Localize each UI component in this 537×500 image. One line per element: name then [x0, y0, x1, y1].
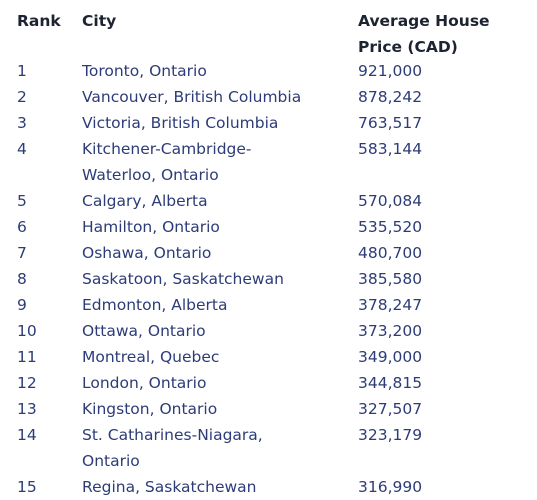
city-cell: Oshawa, Ontario	[82, 240, 347, 266]
table-body: 1 Toronto, Ontario 921,000 2 Vancouver, …	[0, 58, 537, 500]
price-cell: 385,580	[358, 266, 422, 292]
table-row: 5 Calgary, Alberta 570,084	[0, 188, 537, 214]
table-row: 13 Kingston, Ontario 327,507	[0, 396, 537, 422]
rank-cell: 2	[17, 84, 27, 110]
rank-cell: 12	[17, 370, 37, 396]
header-price-line2: Price (CAD)	[358, 38, 458, 56]
price-cell: 878,242	[358, 84, 422, 110]
rank-cell: 7	[17, 240, 27, 266]
price-cell: 327,507	[358, 396, 422, 422]
price-cell: 316,990	[358, 474, 422, 500]
table-row: 6 Hamilton, Ontario 535,520	[0, 214, 537, 240]
table-row: 2 Vancouver, British Columbia 878,242	[0, 84, 537, 110]
table-row: 12 London, Ontario 344,815	[0, 370, 537, 396]
table-row: 9 Edmonton, Alberta 378,247	[0, 292, 537, 318]
rank-cell: 9	[17, 292, 27, 318]
table-row: 3 Victoria, British Columbia 763,517	[0, 110, 537, 136]
price-cell: 373,200	[358, 318, 422, 344]
table-header: Rank City Average House Price (CAD)	[0, 0, 537, 58]
city-line1: Kitchener-Cambridge-	[82, 140, 252, 158]
price-cell: 535,520	[358, 214, 422, 240]
price-cell: 921,000	[358, 58, 422, 84]
city-cell: Ottawa, Ontario	[82, 318, 347, 344]
price-cell: 583,144	[358, 136, 422, 162]
house-price-table: Rank City Average House Price (CAD) 1 To…	[0, 0, 537, 58]
city-cell: Hamilton, Ontario	[82, 214, 347, 240]
city-cell: Toronto, Ontario	[82, 58, 347, 84]
city-cell: Victoria, British Columbia	[82, 110, 347, 136]
city-cell: Regina, Saskatchewan	[82, 474, 347, 500]
rank-cell: 15	[17, 474, 37, 500]
table-row: 11 Montreal, Quebec 349,000	[0, 344, 537, 370]
price-cell: 378,247	[358, 292, 422, 318]
header-rank: Rank	[17, 8, 61, 34]
price-cell: 344,815	[358, 370, 422, 396]
city-line2: Ontario	[82, 452, 140, 470]
city-cell: Edmonton, Alberta	[82, 292, 347, 318]
table-row: 1 Toronto, Ontario 921,000	[0, 58, 537, 84]
rank-cell: 11	[17, 344, 37, 370]
price-cell: 349,000	[358, 344, 422, 370]
rank-cell: 5	[17, 188, 27, 214]
table-row: 7 Oshawa, Ontario 480,700	[0, 240, 537, 266]
rank-cell: 8	[17, 266, 27, 292]
city-cell: Vancouver, British Columbia	[82, 84, 347, 110]
city-cell: London, Ontario	[82, 370, 347, 396]
rank-cell: 1	[17, 58, 27, 84]
header-price-line1: Average House	[358, 12, 490, 30]
city-cell: St. Catharines-Niagara, Ontario	[82, 422, 347, 474]
rank-cell: 14	[17, 422, 37, 448]
price-cell: 570,084	[358, 188, 422, 214]
header-city: City	[82, 8, 116, 34]
city-cell: Kingston, Ontario	[82, 396, 347, 422]
city-line2: Waterloo, Ontario	[82, 166, 219, 184]
price-cell: 323,179	[358, 422, 422, 448]
price-cell: 763,517	[358, 110, 422, 136]
city-cell: Kitchener-Cambridge- Waterloo, Ontario	[82, 136, 347, 188]
table-row: 4 Kitchener-Cambridge- Waterloo, Ontario…	[0, 136, 537, 188]
city-cell: Saskatoon, Saskatchewan	[82, 266, 347, 292]
header-price: Average House Price (CAD)	[358, 8, 528, 60]
price-cell: 480,700	[358, 240, 422, 266]
table-row: 15 Regina, Saskatchewan 316,990	[0, 474, 537, 500]
city-cell: Montreal, Quebec	[82, 344, 347, 370]
rank-cell: 10	[17, 318, 37, 344]
table-row: 8 Saskatoon, Saskatchewan 385,580	[0, 266, 537, 292]
rank-cell: 4	[17, 136, 27, 162]
rank-cell: 6	[17, 214, 27, 240]
rank-cell: 13	[17, 396, 37, 422]
city-cell: Calgary, Alberta	[82, 188, 347, 214]
table-row: 10 Ottawa, Ontario 373,200	[0, 318, 537, 344]
table-row: 14 St. Catharines-Niagara, Ontario 323,1…	[0, 422, 537, 474]
rank-cell: 3	[17, 110, 27, 136]
city-line1: St. Catharines-Niagara,	[82, 426, 263, 444]
